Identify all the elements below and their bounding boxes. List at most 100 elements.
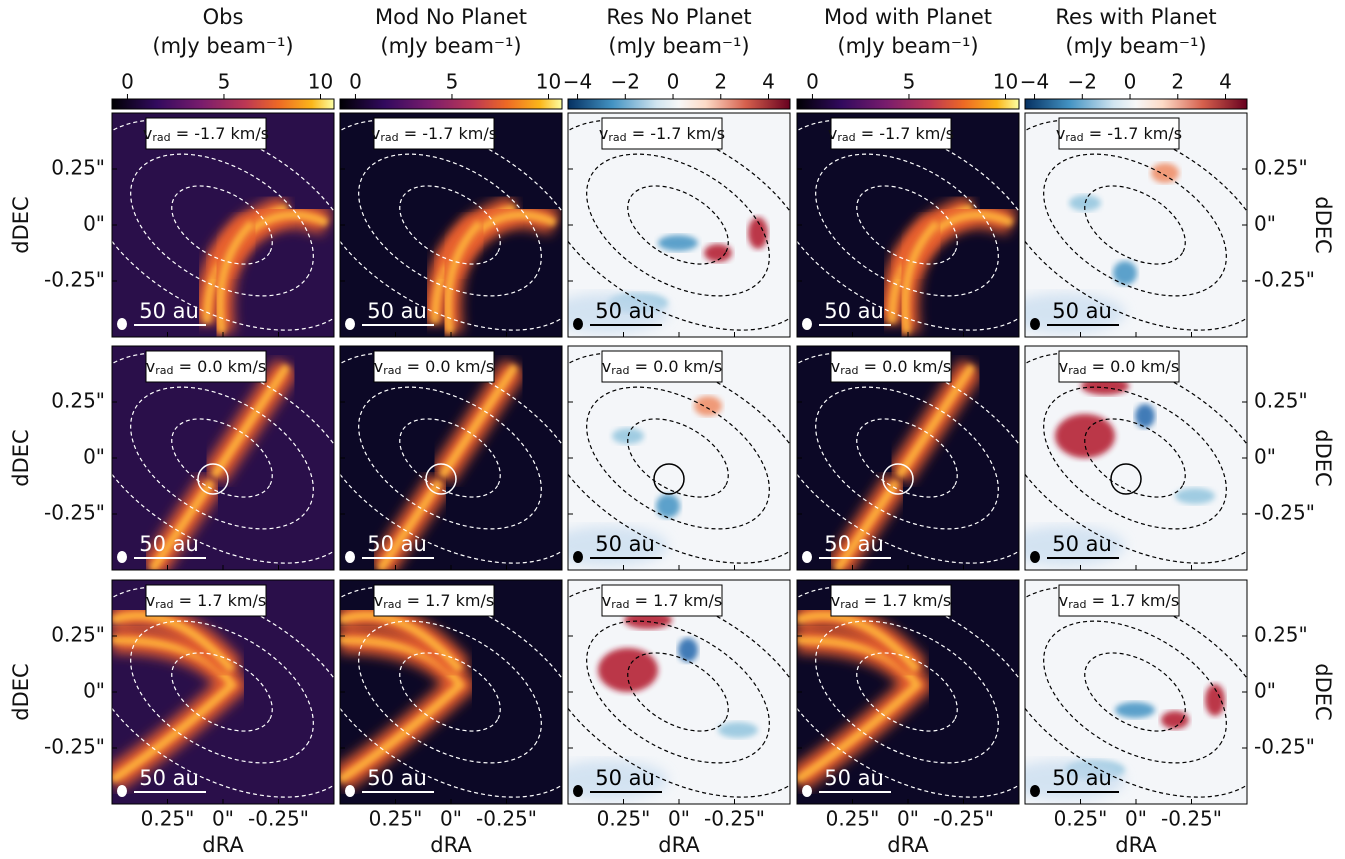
colorbar-tick-label: 0 bbox=[349, 70, 362, 94]
panel: vrad = 1.7 km/s 50 au bbox=[1024, 579, 1248, 805]
disk-ellipse bbox=[340, 586, 562, 798]
velocity-box bbox=[601, 584, 723, 617]
residual-blob bbox=[1161, 711, 1189, 729]
disk-ellipse bbox=[340, 352, 562, 564]
panel-image bbox=[1025, 346, 1247, 570]
residual-haze bbox=[568, 293, 668, 333]
velocity-text: = 1.7 km/s bbox=[1087, 591, 1180, 610]
colorbar-tick-label: 2 bbox=[714, 70, 727, 94]
x-tick-label: 0" bbox=[440, 807, 462, 831]
x-axis-label: dRA bbox=[202, 833, 244, 857]
beam bbox=[117, 318, 127, 330]
velocity-symbol: v bbox=[831, 591, 840, 610]
colorbar-tick-label: 4 bbox=[1219, 70, 1232, 94]
panel-image bbox=[340, 580, 562, 804]
beam bbox=[117, 551, 127, 563]
y-tick-label: 0.25" bbox=[1254, 389, 1308, 413]
residual-blob bbox=[1069, 195, 1101, 211]
velocity-box bbox=[601, 117, 723, 150]
column-unit: (mJy beam⁻¹) bbox=[608, 34, 749, 58]
x-tick-label: 0.25" bbox=[826, 807, 880, 831]
colorbar bbox=[111, 98, 335, 110]
y-axis-label: dDEC bbox=[9, 429, 33, 486]
y-tick-label: 0.25" bbox=[51, 623, 105, 647]
colorbar-tick-label: 5 bbox=[218, 70, 231, 94]
disk-ellipse bbox=[797, 586, 1019, 798]
panel-image bbox=[1025, 580, 1247, 804]
disk-ellipse bbox=[815, 620, 999, 764]
y-tick-label: 0" bbox=[83, 212, 105, 236]
velocity-label: vrad = 0.0 km/s bbox=[602, 357, 722, 378]
scalebar-label: 50 au bbox=[1052, 532, 1112, 556]
residual-blob bbox=[1151, 163, 1179, 183]
scalebar-label: 50 au bbox=[824, 532, 884, 556]
panel: vrad = 0.0 km/s 50 au bbox=[111, 345, 335, 571]
planet-marker bbox=[882, 463, 914, 495]
beam bbox=[573, 318, 583, 330]
planet-marker bbox=[1110, 463, 1142, 495]
velocity-symbol: v bbox=[1059, 591, 1068, 610]
velocity-text: = 1.7 km/s bbox=[630, 591, 723, 610]
x-tick-label: -0.25" bbox=[1161, 807, 1222, 831]
velocity-subscript: rad bbox=[840, 364, 858, 377]
scalebar-label: 50 au bbox=[1052, 299, 1112, 323]
emission-core bbox=[797, 611, 921, 673]
disk-ellipse bbox=[130, 386, 314, 530]
emission-core bbox=[895, 363, 976, 479]
colorbar-tick-label: 0 bbox=[1124, 70, 1137, 94]
velocity-text: = 0.0 km/s bbox=[174, 357, 267, 376]
velocity-text: = 0.0 km/s bbox=[402, 357, 495, 376]
scalebar-label: 50 au bbox=[595, 766, 655, 790]
colorbar-tick-label: 10 bbox=[993, 70, 1018, 94]
velocity-text: = 0.0 km/s bbox=[859, 357, 952, 376]
velocity-subscript: rad bbox=[611, 598, 629, 611]
x-tick-label: 0" bbox=[1125, 807, 1147, 831]
colorbar bbox=[567, 98, 791, 110]
y-tick-label: 0.25" bbox=[1254, 156, 1308, 180]
emission-core bbox=[833, 478, 901, 570]
x-tick-label: -0.25" bbox=[248, 807, 309, 831]
disk-ellipse bbox=[112, 586, 334, 798]
velocity-symbol: v bbox=[143, 124, 152, 143]
emission-core bbox=[797, 636, 923, 784]
velocity-symbol: v bbox=[599, 124, 608, 143]
velocity-subscript: rad bbox=[380, 131, 398, 144]
disk-ellipse bbox=[815, 153, 999, 297]
scalebar-label: 50 au bbox=[824, 299, 884, 323]
panel-image bbox=[568, 346, 790, 570]
x-tick-label: -0.25" bbox=[933, 807, 994, 831]
disk-ellipse bbox=[1084, 418, 1186, 498]
velocity-label: vrad = 0.0 km/s bbox=[1059, 357, 1179, 378]
disk-ellipse bbox=[1025, 586, 1247, 798]
colorbar bbox=[796, 98, 1020, 110]
velocity-box bbox=[1058, 350, 1180, 383]
velocity-box bbox=[830, 584, 952, 617]
beam bbox=[573, 785, 583, 797]
velocity-symbol: v bbox=[146, 357, 155, 376]
residual-blob bbox=[1205, 684, 1225, 716]
colorbar-tick-label: 0 bbox=[806, 70, 819, 94]
beam bbox=[1030, 551, 1040, 563]
panel-image bbox=[797, 346, 1019, 570]
column-title: Res No Planet bbox=[606, 5, 751, 29]
colorbar-tick-label: 5 bbox=[446, 70, 459, 94]
y-tick-label: 0.25" bbox=[51, 156, 105, 180]
y-axis-label: dDEC bbox=[9, 663, 33, 720]
column-title: Res with Planet bbox=[1055, 5, 1216, 29]
disk-ellipse bbox=[130, 620, 314, 764]
disk-ellipse bbox=[797, 352, 1019, 564]
y-tick-label: 0" bbox=[1254, 679, 1276, 703]
velocity-box bbox=[1058, 584, 1180, 617]
disk-ellipse bbox=[1025, 352, 1247, 564]
y-tick-label: 0" bbox=[1254, 445, 1276, 469]
residual-blob bbox=[598, 648, 658, 692]
residual-blob bbox=[1113, 261, 1137, 285]
velocity-text: = -1.7 km/s bbox=[399, 124, 497, 143]
residual-blob bbox=[1055, 414, 1115, 458]
beam bbox=[345, 551, 355, 563]
residual-haze bbox=[568, 526, 668, 566]
y-tick-label: 0" bbox=[83, 445, 105, 469]
velocity-label: vrad = -1.7 km/s bbox=[143, 124, 269, 145]
y-tick-label: -0.25" bbox=[1254, 735, 1315, 759]
disk-ellipse bbox=[1043, 386, 1227, 530]
